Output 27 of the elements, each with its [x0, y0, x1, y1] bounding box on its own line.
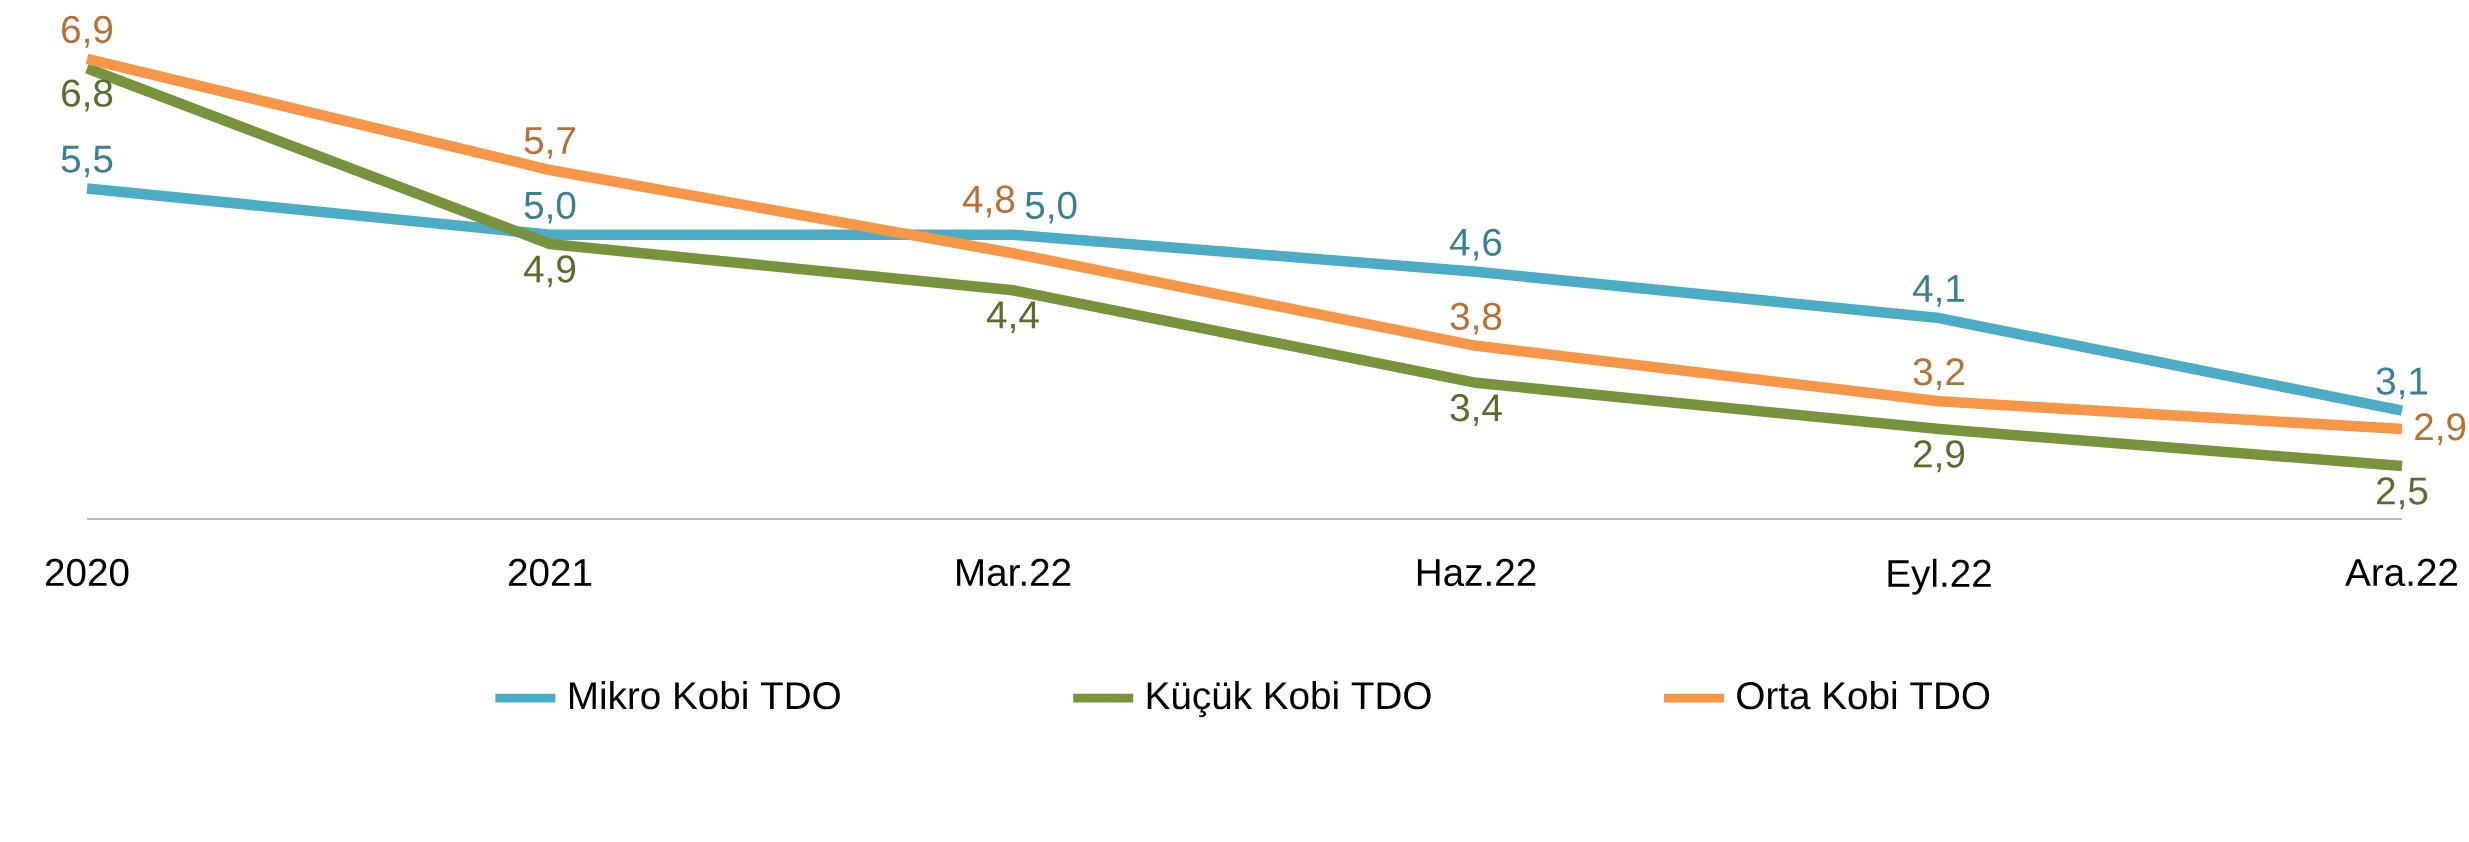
- data-label: 4,6: [1450, 228, 1502, 261]
- data-label: 6,9: [62, 15, 113, 48]
- legend-label: Küçük Kobi TDO: [1147, 680, 1431, 718]
- legend-label: Orta Kobi TDO: [1737, 680, 1990, 710]
- x-tick-label: 2021: [508, 558, 592, 587]
- data-label: 3,4: [1450, 394, 1502, 427]
- data-label: 4,8: [962, 185, 1015, 218]
- x-tick-label: Ara.22: [2345, 558, 2458, 587]
- data-label: 5,5: [61, 145, 113, 178]
- x-tick-label: Mar.22: [957, 558, 1071, 587]
- data-label: 2,9: [2415, 413, 2466, 446]
- data-label: 4,9: [524, 255, 576, 288]
- x-tick-label: 2020: [45, 558, 129, 587]
- data-label: 3,1: [2376, 367, 2427, 400]
- data-label: 2,9: [1914, 440, 1965, 473]
- data-label: 4,4: [987, 301, 1039, 334]
- x-tick-label: Eyl.22: [1888, 558, 1991, 595]
- data-label: 3,2: [1913, 358, 1964, 391]
- data-label: 2,5: [2377, 477, 2428, 510]
- data-label: 4,1: [1913, 275, 1964, 307]
- legend-label: Mikro Kobi TDO: [569, 680, 840, 710]
- data-label: 5,7: [524, 127, 575, 159]
- x-tick-label: Haz.22: [1417, 558, 1536, 587]
- data-label: 3,8: [1450, 302, 1502, 335]
- data-label: 5,0: [524, 191, 576, 224]
- data-label: 5,0: [1025, 191, 1077, 224]
- data-label: 6,8: [62, 79, 113, 112]
